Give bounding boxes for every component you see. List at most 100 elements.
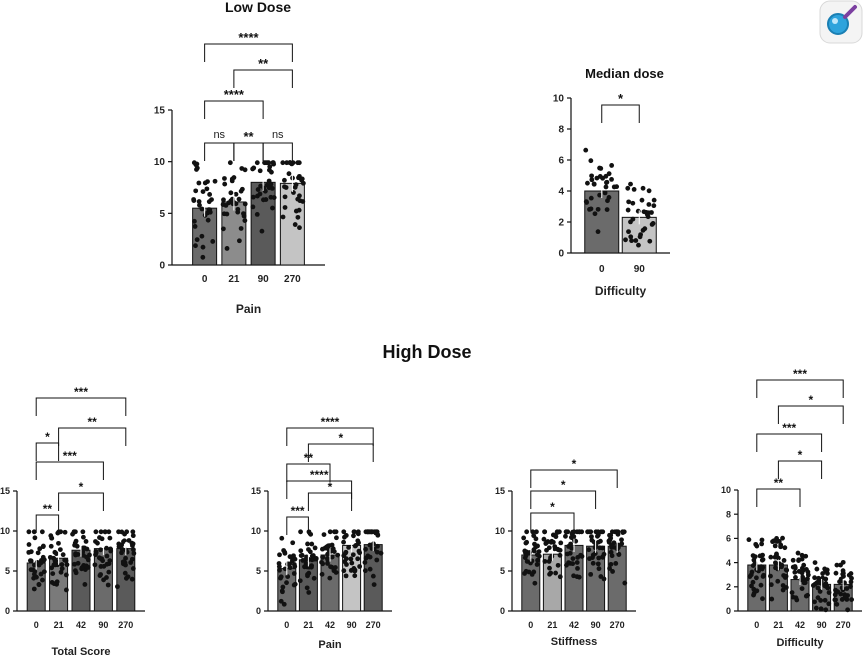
data-point (59, 562, 65, 567)
data-point (534, 529, 539, 535)
data-point (571, 534, 577, 539)
data-point (834, 562, 840, 568)
data-point (40, 577, 45, 583)
data-point (31, 571, 37, 577)
data-points (585, 529, 607, 582)
data-point (816, 575, 821, 581)
data-point (779, 564, 784, 570)
data-point (790, 557, 796, 563)
data-point (812, 599, 817, 605)
data-point (366, 529, 372, 535)
data-point (242, 218, 248, 224)
data-point (191, 198, 197, 203)
data-point (541, 536, 547, 542)
data-point (768, 573, 773, 579)
data-point (776, 538, 782, 544)
data-point (625, 207, 631, 213)
significance-label: * (45, 430, 50, 444)
data-point (838, 576, 844, 582)
data-point (542, 558, 548, 564)
data-points (563, 529, 585, 580)
data-point (47, 554, 53, 560)
data-point (123, 562, 128, 568)
data-point (98, 547, 103, 553)
significance-label: *** (74, 385, 88, 399)
data-point (825, 571, 830, 576)
data-point (614, 184, 620, 190)
data-point (104, 561, 110, 567)
data-point (51, 562, 57, 568)
data-point (595, 229, 601, 235)
data-point (63, 572, 69, 578)
data-point (606, 195, 612, 200)
data-point (600, 529, 606, 535)
data-point (60, 552, 66, 558)
data-point (250, 166, 256, 172)
data-point (250, 194, 256, 200)
data-point (310, 553, 316, 558)
data-point (309, 541, 315, 547)
data-point (36, 582, 42, 588)
data-point (570, 561, 576, 567)
significance-label: ns (213, 129, 225, 141)
data-point (622, 580, 628, 586)
data-point (101, 577, 106, 583)
data-point (536, 549, 542, 555)
data-point (199, 206, 205, 212)
data-point (295, 214, 301, 220)
significance-label: *** (782, 421, 796, 435)
data-point (826, 601, 832, 607)
data-point (289, 558, 295, 564)
data-point (293, 182, 299, 188)
data-point (73, 570, 79, 576)
data-point (63, 558, 69, 564)
significance-bracket (286, 427, 374, 446)
data-point (769, 596, 775, 602)
data-point (616, 552, 622, 557)
data-point (374, 549, 380, 555)
search-icon[interactable] (819, 0, 863, 44)
data-point (554, 530, 560, 535)
significance-bracket (35, 461, 104, 480)
data-point (124, 529, 130, 535)
data-point (626, 199, 632, 205)
data-point (320, 555, 326, 560)
data-point (596, 566, 602, 572)
data-point (760, 596, 765, 602)
data-point (796, 558, 801, 563)
data-point (49, 535, 55, 541)
data-point (604, 207, 610, 213)
data-point (792, 569, 798, 575)
data-point (300, 199, 306, 204)
x-tick-label: 42 (795, 620, 805, 630)
data-point (374, 557, 380, 563)
data-point (299, 176, 305, 182)
x-tick-label: 270 (284, 274, 301, 285)
x-tick-label: 0 (754, 620, 759, 630)
data-point (548, 555, 553, 560)
data-point (320, 546, 325, 552)
data-point (586, 547, 592, 553)
data-point (72, 561, 77, 567)
data-point (309, 564, 314, 570)
significance-bracket (204, 43, 293, 62)
data-point (557, 547, 563, 553)
significance-label: **** (224, 87, 245, 102)
data-point (270, 160, 276, 166)
data-points (319, 529, 341, 581)
data-point (597, 545, 603, 551)
significance-label: *** (63, 449, 77, 463)
data-point (630, 216, 636, 222)
data-point (62, 529, 68, 535)
data-point (801, 580, 807, 586)
data-point (238, 188, 244, 194)
data-point (105, 582, 111, 588)
data-point (522, 548, 528, 554)
data-point (305, 541, 310, 547)
data-point (528, 560, 533, 566)
data-point (341, 568, 347, 574)
data-point (776, 555, 781, 561)
data-point (595, 532, 601, 538)
chart-panel: 0 2 4 6 8 10 0 90 Difficulty Median dose * (553, 66, 670, 298)
